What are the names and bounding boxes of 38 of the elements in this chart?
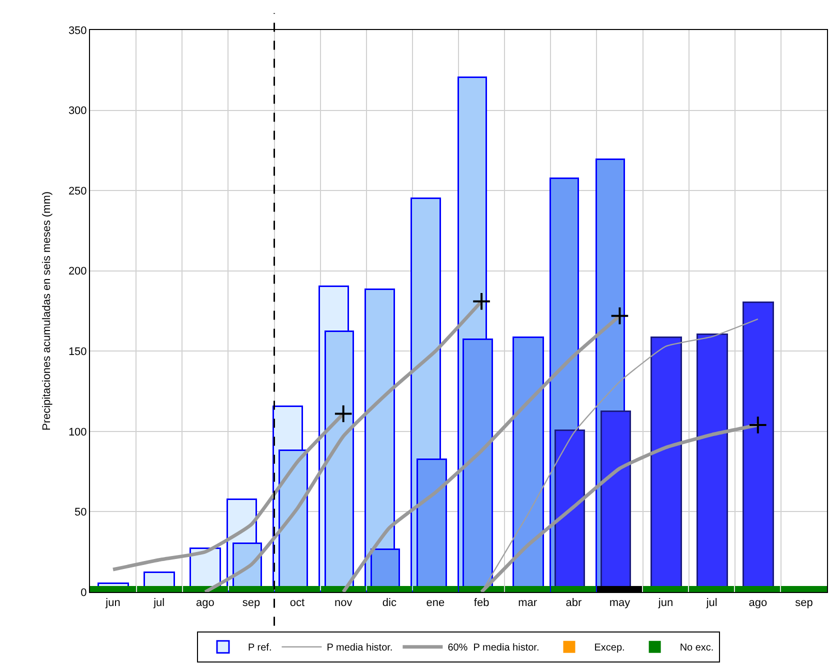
x-tick-label: ene <box>426 597 445 610</box>
y-tick-label: 100 <box>68 426 87 438</box>
x-tick-label: dic <box>382 597 397 610</box>
y-tick-label: 0 <box>80 586 87 599</box>
y-tick-label: 250 <box>68 185 87 198</box>
legend-label: No exc. <box>680 642 714 654</box>
y-tick-label: 200 <box>68 266 87 278</box>
legend-label: 60% P media histor. <box>448 642 540 654</box>
x-tick-label: sep <box>242 597 260 610</box>
point <box>472 292 491 311</box>
y-tick-label: 300 <box>68 105 87 118</box>
x-tick-label: oct <box>290 597 305 610</box>
y-tick-label: 350 <box>68 24 87 37</box>
point <box>748 416 768 434</box>
x-tick-label: jun <box>104 597 120 610</box>
line-series <box>203 300 484 592</box>
legend-label: P ref. <box>248 642 272 654</box>
y-tick-label: 150 <box>68 346 87 358</box>
legend-label: P media histor. <box>326 642 393 654</box>
x-tick-label: abr <box>566 597 582 610</box>
x-tick-label: jun <box>657 597 674 610</box>
x-tick-label: nov <box>334 597 353 610</box>
line-series <box>342 314 622 592</box>
x-tick-label: jul <box>705 597 718 610</box>
point <box>334 404 353 424</box>
legend-label: Excep. <box>594 642 625 654</box>
x-tick-label: sep <box>795 597 813 610</box>
x-tick-label: mar <box>518 597 538 610</box>
x-tick-label: ago <box>196 597 214 610</box>
x-tick-label: jul <box>152 597 165 610</box>
line-series <box>480 318 759 592</box>
y-axis-title: Precipitaciones acumuladas en seis meses (mm) <box>41 191 54 431</box>
x-tick-label: feb <box>474 597 490 610</box>
x-tick-label: ago <box>748 597 768 610</box>
y-tick-label: 50 <box>74 506 87 519</box>
line-series <box>111 412 346 572</box>
x-tick-label: may <box>609 597 631 610</box>
point <box>610 306 630 326</box>
